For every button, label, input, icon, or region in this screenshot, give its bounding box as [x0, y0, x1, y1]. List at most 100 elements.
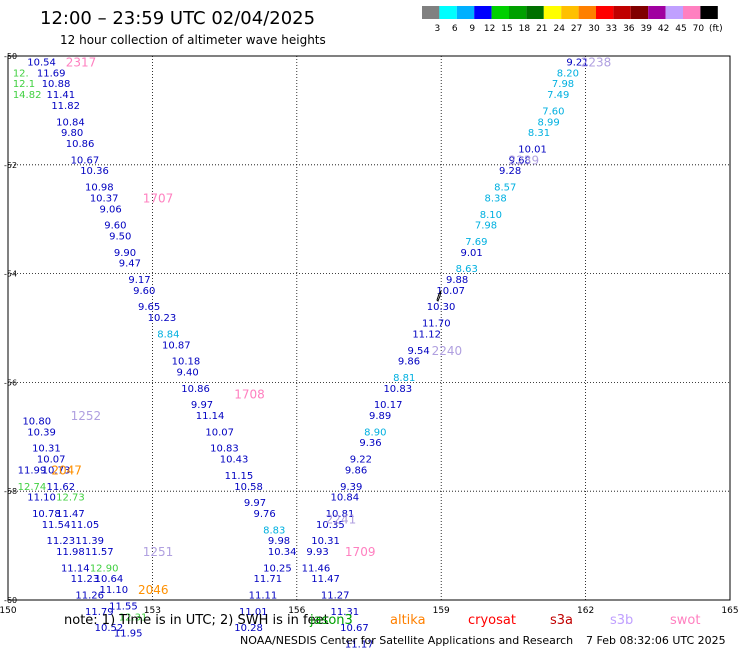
swh-value: 12. — [13, 68, 29, 79]
satellite-s3a: s3a — [550, 613, 574, 628]
swh-value: 11.05 — [71, 520, 100, 531]
swh-value: 11.69 — [37, 68, 66, 79]
swh-value: 11.27 — [321, 591, 350, 602]
swh-value: 11.82 — [51, 101, 80, 112]
swh-value: 10.23 — [148, 313, 177, 324]
color-scale-label: 27 — [571, 24, 582, 34]
swh-value: 11.54 — [42, 520, 71, 531]
swh-value: 10.98 — [85, 183, 114, 194]
swh-value: 11.46 — [302, 563, 331, 574]
color-swatch — [561, 6, 579, 19]
swh-value: 11.14 — [196, 411, 225, 422]
swh-value: 10.81 — [326, 509, 355, 520]
color-scale-label: 45 — [675, 24, 686, 34]
color-swatch — [700, 6, 718, 19]
swh-value: 9.93 — [306, 547, 328, 558]
color-swatch — [526, 6, 544, 19]
swh-value: 10.86 — [66, 139, 95, 150]
swh-value: 10.64 — [95, 574, 124, 585]
swh-value: 11.55 — [109, 601, 138, 612]
swh-value: 8.84 — [157, 329, 179, 340]
color-scale-label: 21 — [536, 24, 547, 34]
swh-value: 12.90 — [90, 563, 119, 574]
swh-value: 8.63 — [456, 264, 478, 275]
satellite-cryosat: cryosat — [468, 613, 516, 628]
swh-value: 10.34 — [268, 547, 297, 558]
color-scale-label: 42 — [658, 24, 669, 34]
color-swatch — [543, 6, 562, 19]
color-swatch — [474, 6, 492, 19]
swh-value: 9.89 — [369, 411, 391, 422]
swh-value: 9.76 — [253, 509, 275, 520]
color-swatch — [613, 6, 631, 19]
swh-value: 8.10 — [480, 210, 502, 221]
swh-value: 11.41 — [47, 90, 76, 101]
swh-value: 9.80 — [61, 128, 83, 139]
swh-value: 8.57 — [494, 183, 516, 194]
map-frame — [7, 55, 731, 601]
pass-number-label: 1707 — [143, 191, 174, 205]
pass-number-label: 1708 — [234, 387, 265, 401]
swh-value: 11.70 — [422, 319, 451, 330]
swh-value: 10.39 — [27, 427, 56, 438]
swh-value: 9.17 — [128, 275, 150, 286]
x-tick-label: 153 — [144, 606, 161, 616]
swh-value: 10.07 — [37, 455, 66, 466]
page-subtitle: 12 hour collection of altimeter wave hei… — [60, 33, 326, 47]
color-scale-legend: 3 6 9 12 15 18 21 24 27 30 33 36 39 42 45 70 (ft) — [422, 6, 723, 34]
swh-value: 11.14 — [61, 563, 90, 574]
color-swatch — [509, 6, 527, 19]
color-scale-label: 70 — [693, 24, 705, 34]
swh-value: 11.95 — [114, 629, 143, 640]
color-swatch — [578, 6, 596, 19]
swh-value: 8.81 — [393, 373, 415, 384]
pass-number-label: 2239 — [509, 153, 540, 167]
footer-date: 7 Feb 08:32:06 UTC 2025 — [586, 634, 726, 647]
swh-value: 11.10 — [27, 493, 56, 504]
pass-number-label: 1251 — [143, 545, 174, 559]
swh-value: 8.31 — [528, 128, 550, 139]
swh-value: 11.31 — [330, 607, 359, 618]
swh-value: 10.31 — [32, 444, 61, 455]
swh-value: 7.69 — [465, 237, 487, 248]
swh-value: 10.52 — [95, 623, 124, 634]
satellite-altika: altika — [390, 613, 426, 628]
swh-value: 9.98 — [268, 536, 290, 547]
swh-value: 11.99 — [18, 465, 47, 476]
swh-value: 11.71 — [253, 574, 282, 585]
swh-value: 9.86 — [398, 357, 420, 368]
color-swatch — [683, 6, 701, 19]
swh-value: 9.01 — [460, 248, 482, 259]
swh-value: 10.80 — [22, 416, 51, 427]
swh-value: 7.49 — [547, 90, 569, 101]
color-swatch — [456, 6, 475, 19]
color-scale-label: 9 — [469, 24, 475, 34]
swh-value: 10.73 — [42, 465, 71, 476]
swh-value: 8.83 — [263, 525, 285, 536]
y-tick-label: -54 — [4, 270, 17, 279]
y-tick-label: -60 — [4, 596, 17, 605]
swh-value: 11.98 — [56, 547, 85, 558]
note-text: note: 1) Time is in UTC; 2) SWH is in fe… — [64, 613, 329, 628]
swh-value: 10.25 — [263, 563, 292, 574]
swh-value: 9.60 — [104, 221, 126, 232]
swh-value: 9.21 — [566, 57, 588, 68]
swh-value: 8.99 — [537, 117, 559, 128]
swh-value: 11.17 — [345, 640, 374, 650]
swh-value: 9.39 — [340, 482, 362, 493]
y-tick-label: -56 — [4, 378, 17, 387]
x-tick-label: 165 — [721, 606, 738, 616]
color-swatch — [665, 6, 683, 19]
color-swatch — [422, 6, 440, 19]
pass-number-label: 2047 — [51, 463, 82, 477]
swh-value: 10.28 — [234, 623, 263, 634]
swh-value: 11.15 — [225, 471, 254, 482]
swh-value: 7.98 — [475, 221, 497, 232]
color-scale-label: 30 — [588, 24, 600, 34]
swh-value: 11.79 — [85, 607, 114, 618]
swh-value: 10.43 — [220, 455, 249, 466]
color-swatch — [439, 6, 457, 19]
x-tick-label: 150 — [0, 606, 17, 616]
swh-value: 11.23 — [47, 536, 76, 547]
